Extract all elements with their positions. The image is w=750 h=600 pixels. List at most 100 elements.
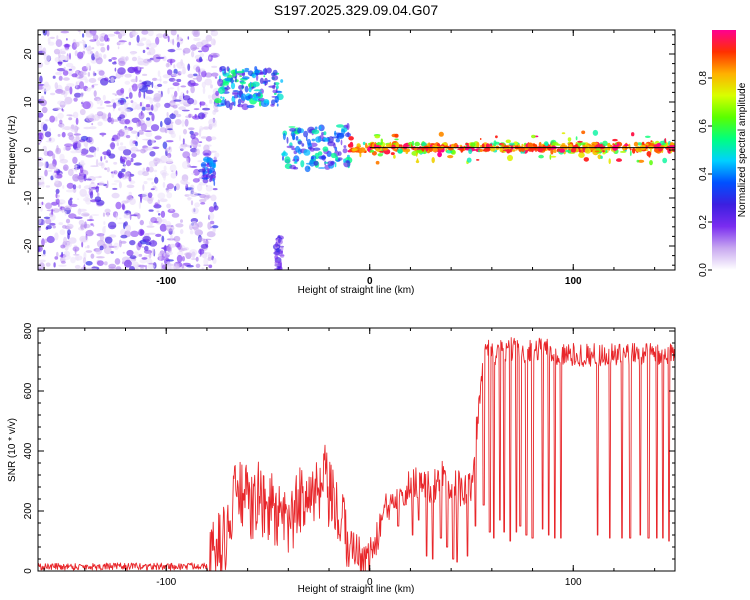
spectrogram-blob	[292, 132, 295, 141]
spectrogram-blob	[151, 181, 154, 185]
spectrogram-blob	[170, 208, 173, 211]
spectrogram-blob	[148, 209, 154, 212]
spectrogram-blob	[140, 123, 147, 131]
spectrogram-blob	[182, 93, 185, 99]
spectrogram-blob	[45, 119, 49, 122]
spectrogram-blob	[204, 78, 213, 86]
spectrogram-blob	[106, 212, 110, 218]
spectrogram-blob	[90, 223, 94, 226]
spectrogram-blob	[531, 134, 536, 139]
spectrogram-blob	[78, 81, 85, 90]
spectrogram-blob	[225, 100, 231, 109]
spectrogram-blob	[203, 195, 210, 200]
spectrogram-blob	[123, 259, 132, 268]
spectrogram-blob	[78, 41, 83, 44]
spectrogram-blob	[431, 147, 438, 153]
spectrogram-blob	[95, 57, 103, 65]
snr-panel: -100 0 100 0 200 400 600 800 Height of s…	[7, 322, 676, 595]
spectrogram-blob	[170, 172, 177, 179]
spectrogram-blob	[515, 148, 518, 151]
spectrogram-blob	[633, 141, 639, 147]
spectrogram-blob	[71, 139, 77, 143]
spectrogram-blob	[380, 138, 383, 144]
spectrogram-blob	[147, 232, 156, 235]
spectrogram-blob	[38, 245, 41, 252]
spectrogram-blob	[306, 135, 308, 142]
spectrogram-blob	[237, 98, 242, 106]
spectrogram-blob	[61, 131, 66, 138]
spectrogram-blob	[45, 262, 51, 267]
spectrogram-blob	[295, 136, 299, 141]
spectrogram-blob	[174, 119, 182, 125]
spectrogram-blob	[301, 143, 305, 147]
spectrogram-blob	[54, 232, 59, 241]
spectrogram-blob	[55, 116, 58, 122]
spectrogram-blob	[191, 251, 196, 259]
spectrogram-blob	[258, 100, 262, 107]
spectrogram-blob	[198, 129, 202, 137]
spectrogram-blob	[144, 96, 151, 100]
spectrogram-blob	[309, 159, 316, 167]
spectrogram-blob	[99, 43, 105, 47]
spectrogram-blob	[49, 213, 56, 221]
spectrogram-blob	[210, 31, 214, 36]
spectrogram-blob	[44, 169, 48, 177]
spectrogram-blob	[159, 198, 168, 203]
spectrogram-blob	[111, 137, 115, 142]
spectrogram-blob	[230, 77, 234, 84]
spectrogram-blob	[414, 141, 421, 147]
spectrogram-blob	[190, 258, 197, 260]
spectrogram-blob	[80, 152, 87, 156]
spectrogram-blob	[38, 85, 44, 90]
spectrogram-blob	[636, 142, 643, 146]
spectrogram-blob	[133, 66, 142, 73]
spectrogram-blob	[78, 71, 87, 76]
spectrogram-blob	[191, 207, 199, 215]
spectrogram-blob	[162, 80, 168, 84]
spectrogram-blob	[105, 104, 114, 108]
spectrogram-blob	[141, 192, 150, 201]
spectrogram-blob	[56, 251, 59, 258]
spectrogram-blob	[38, 142, 41, 145]
spectrogram-blob	[152, 197, 155, 200]
spectrogram-blob	[50, 175, 54, 181]
spectrogram-blob	[143, 91, 146, 99]
spectrogram-blob	[154, 177, 159, 184]
spectrogram-blob	[186, 90, 189, 94]
spectrogram-blob	[280, 79, 284, 83]
spectrogram-blob	[139, 193, 143, 200]
spectrogram-blob	[138, 201, 141, 210]
spectrogram-blob	[121, 127, 130, 133]
spectrogram-blob	[99, 233, 104, 242]
spectrogram-blob	[113, 180, 121, 183]
spectrogram-heatmap	[38, 30, 675, 270]
spectrogram-blob	[167, 208, 176, 214]
spectrogram-blob	[125, 96, 129, 99]
spectrogram-blob	[359, 147, 366, 153]
spectrogram-blob	[44, 161, 47, 169]
spectrogram-blob	[126, 249, 134, 257]
spectrogram-blob	[382, 147, 389, 151]
spectrogram-blob	[115, 139, 120, 143]
spectrogram-blob	[97, 192, 100, 197]
spectrogram-blob	[166, 112, 169, 117]
spectrogram-blob	[214, 76, 218, 79]
spectrogram-blob	[61, 207, 64, 213]
spectrogram-blob	[136, 149, 141, 152]
spectrogram-blob	[129, 255, 137, 260]
spectrogram-blob	[507, 154, 513, 162]
spectrogram-blob	[147, 139, 153, 146]
spectrogram-blob	[190, 82, 199, 87]
spectrogram-blob	[64, 96, 73, 105]
spectrogram-blob	[173, 235, 181, 242]
spectrogram-blob	[141, 30, 149, 35]
spectrogram-blob	[74, 41, 80, 48]
spectrogram-blob	[476, 142, 480, 148]
spectrogram-blob	[78, 219, 85, 226]
spectrogram-blob	[205, 185, 213, 192]
spectrogram-blob	[77, 161, 86, 166]
spectrogram-blob	[60, 244, 66, 249]
spectrogram-blob	[189, 230, 194, 235]
spectrogram-blob	[193, 37, 201, 42]
spectrogram-blob	[41, 238, 45, 247]
